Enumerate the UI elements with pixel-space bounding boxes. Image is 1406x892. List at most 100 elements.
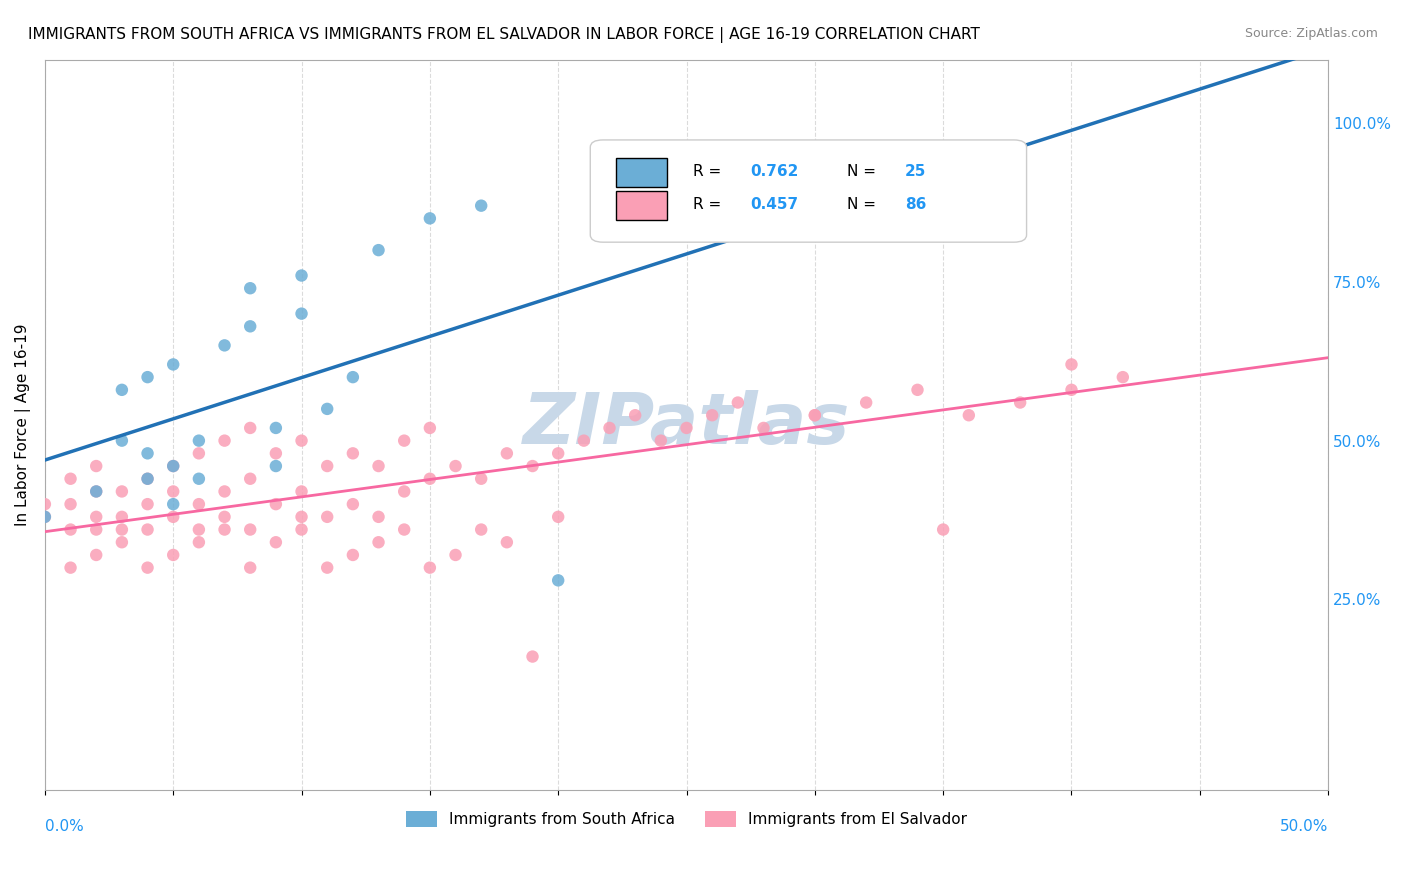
Point [727, 395, 749, 409]
Point [264, 421, 287, 435]
Point [470, 199, 492, 213]
Point [547, 446, 569, 460]
Point [290, 509, 312, 524]
Point [187, 472, 209, 486]
Point [214, 434, 236, 448]
Point [162, 458, 184, 473]
Point [522, 649, 544, 664]
FancyBboxPatch shape [616, 191, 668, 220]
Point [214, 338, 236, 352]
Point [34, 509, 56, 524]
Y-axis label: In Labor Force | Age 16-19: In Labor Force | Age 16-19 [15, 324, 31, 526]
Point [187, 497, 209, 511]
Point [392, 484, 415, 499]
Legend: Immigrants from South Africa, Immigrants from El Salvador: Immigrants from South Africa, Immigrants… [399, 805, 973, 833]
Point [214, 509, 236, 524]
Point [264, 535, 287, 549]
Point [136, 497, 159, 511]
Point [111, 484, 134, 499]
Point [752, 421, 775, 435]
Point [59, 497, 82, 511]
Text: R =: R = [693, 164, 725, 178]
Point [136, 370, 159, 384]
Point [84, 484, 107, 499]
Point [34, 497, 56, 511]
Point [111, 383, 134, 397]
Point [367, 458, 389, 473]
Point [111, 523, 134, 537]
Point [162, 358, 184, 372]
Point [136, 523, 159, 537]
Point [162, 509, 184, 524]
Point [34, 509, 56, 524]
Point [187, 434, 209, 448]
Point [419, 472, 441, 486]
Point [932, 523, 955, 537]
Point [59, 560, 82, 574]
Point [111, 509, 134, 524]
Point [547, 509, 569, 524]
Text: 25: 25 [904, 164, 927, 178]
Point [162, 497, 184, 511]
Text: 0.0%: 0.0% [45, 819, 83, 834]
Point [264, 446, 287, 460]
Point [367, 535, 389, 549]
Point [804, 409, 827, 423]
Text: 0.762: 0.762 [751, 164, 799, 178]
Point [419, 560, 441, 574]
Text: IMMIGRANTS FROM SOUTH AFRICA VS IMMIGRANTS FROM EL SALVADOR IN LABOR FORCE | AGE: IMMIGRANTS FROM SOUTH AFRICA VS IMMIGRAN… [28, 27, 980, 43]
Point [84, 523, 107, 537]
Point [136, 560, 159, 574]
Point [650, 434, 672, 448]
Point [290, 268, 312, 283]
Point [239, 281, 262, 295]
Point [1010, 395, 1032, 409]
Point [855, 395, 877, 409]
Point [1112, 370, 1135, 384]
Point [470, 472, 492, 486]
Point [444, 548, 467, 562]
Point [675, 179, 697, 194]
Point [84, 548, 107, 562]
Point [342, 370, 364, 384]
Point [804, 409, 827, 423]
Point [419, 421, 441, 435]
Point [84, 509, 107, 524]
Point [59, 472, 82, 486]
Point [342, 548, 364, 562]
Point [162, 458, 184, 473]
Point [290, 523, 312, 537]
Point [239, 472, 262, 486]
Point [495, 535, 517, 549]
Text: N =: N = [846, 197, 880, 211]
Point [84, 458, 107, 473]
Point [290, 434, 312, 448]
Point [547, 574, 569, 588]
Point [624, 409, 647, 423]
Text: 86: 86 [904, 197, 927, 211]
Point [316, 458, 339, 473]
Point [495, 446, 517, 460]
Point [957, 409, 980, 423]
Point [239, 560, 262, 574]
Point [419, 211, 441, 226]
Point [162, 484, 184, 499]
Point [316, 509, 339, 524]
Point [239, 523, 262, 537]
Point [187, 446, 209, 460]
Point [392, 523, 415, 537]
Point [111, 434, 134, 448]
Text: ZIPatlas: ZIPatlas [523, 391, 851, 459]
Point [187, 535, 209, 549]
Point [522, 458, 544, 473]
Point [1060, 383, 1083, 397]
Point [316, 560, 339, 574]
Point [290, 307, 312, 321]
Point [367, 509, 389, 524]
Point [111, 535, 134, 549]
FancyBboxPatch shape [616, 158, 668, 187]
Point [239, 421, 262, 435]
Point [187, 523, 209, 537]
Point [162, 548, 184, 562]
Point [264, 458, 287, 473]
